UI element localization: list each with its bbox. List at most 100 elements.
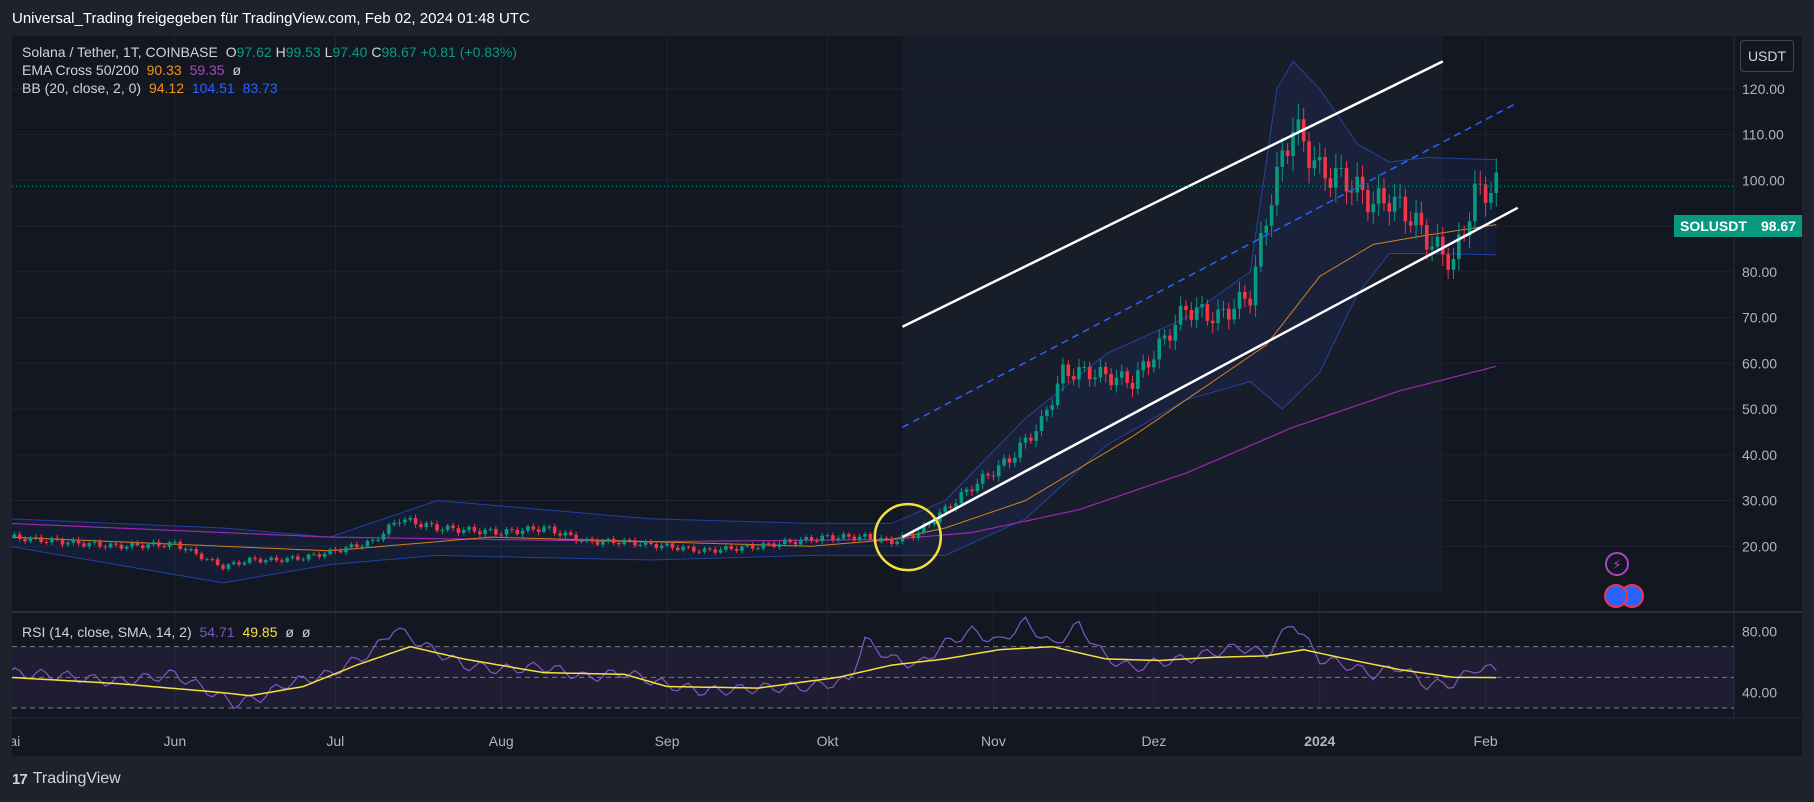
candle-down [253, 557, 257, 560]
low-value: 97.40 [332, 44, 368, 60]
candle-up [1178, 305, 1183, 325]
candle-up [461, 529, 466, 533]
candle-up [1473, 183, 1477, 222]
time-axis-label: Jul [326, 733, 344, 749]
candle-down [494, 529, 498, 535]
candle-up [1194, 307, 1199, 320]
candle-up [1414, 212, 1418, 226]
candle-up [1259, 232, 1263, 267]
candle-down [1189, 309, 1194, 320]
candle-down [354, 544, 359, 548]
candle-up [1392, 196, 1397, 212]
candle-down [39, 536, 43, 543]
rsi-sma-line [12, 645, 1497, 697]
candle-down [1446, 254, 1450, 270]
highlight-circle [873, 502, 943, 572]
candle-up [285, 558, 289, 562]
candle-down [1205, 304, 1210, 321]
candle-down [1328, 178, 1333, 188]
bb-label: BB (20, close, 2, 0) [22, 80, 142, 96]
time-axis-label: Dez [1141, 733, 1166, 749]
candle-down [435, 524, 439, 531]
candle-up [943, 506, 948, 513]
candle-up [1355, 176, 1359, 193]
candle-down [654, 543, 659, 549]
candle-up [520, 530, 525, 535]
candle-up [782, 539, 787, 545]
candle-down [103, 546, 108, 548]
tradingview-logo-icon: 17 [12, 770, 28, 788]
candle-up [440, 530, 445, 532]
candle-up [526, 526, 530, 531]
candle-down [199, 553, 204, 560]
time-axis-label: Mai [12, 733, 20, 749]
candle-down [568, 532, 573, 535]
rsi-sma-value: 49.85 [242, 624, 278, 640]
tradingview-branding[interactable]: 17 TradingView [12, 770, 121, 788]
rsi-legend[interactable]: RSI (14, close, SMA, 14, 2) 54.71 49.85 … [22, 624, 314, 640]
candle-up [312, 554, 316, 556]
candle-up [1430, 246, 1434, 250]
time-axis-label: Sep [655, 733, 680, 749]
time-axis-label: Aug [489, 733, 514, 749]
candle-down [76, 539, 81, 544]
candle-up [365, 540, 370, 547]
candle-up [954, 503, 958, 508]
candle-up [1221, 308, 1226, 310]
candle-down [1403, 196, 1408, 222]
lightning-event-icon [1605, 552, 1629, 576]
candle-up [638, 544, 643, 546]
candle-up [681, 546, 685, 551]
candle-down [852, 536, 857, 541]
candle-up [1013, 457, 1017, 463]
chart-svg[interactable]: 20.0030.0040.0050.0060.0070.0080.0090.00… [0, 36, 1802, 756]
time-axis-label: Nov [981, 733, 1006, 749]
candle-up [1039, 416, 1044, 431]
candle-up [483, 529, 487, 535]
candle-up [1317, 156, 1322, 161]
bb-mid-value: 94.12 [148, 80, 184, 96]
candle-up [1018, 442, 1022, 458]
candle-down [552, 526, 557, 534]
candle-up [1312, 160, 1317, 169]
candle-up [12, 534, 17, 538]
candle-down [713, 549, 717, 553]
time-axis-label: Jun [164, 733, 187, 749]
candle-up [606, 538, 610, 542]
channel-upper-line [901, 60, 1444, 328]
candle-up [189, 549, 193, 551]
candle-up [542, 526, 546, 532]
candle-up [87, 542, 92, 547]
candle-down [1307, 141, 1311, 169]
candle-up [1002, 458, 1006, 466]
candle-down [1029, 437, 1033, 441]
candle-down [970, 489, 974, 492]
candle-up [975, 483, 980, 492]
candle-down [413, 517, 418, 525]
symbol-legend[interactable]: Solana / Tether, 1T, COINBASE O97.62 H99… [22, 44, 521, 60]
candle-up [724, 546, 728, 550]
candle-up [173, 542, 177, 544]
rsi-value: 54.71 [199, 624, 235, 640]
candle-up [397, 522, 402, 524]
candle-up [376, 539, 380, 541]
candle-up [820, 535, 824, 541]
candle-down [766, 543, 771, 545]
currency-button[interactable]: USDT [1740, 40, 1794, 72]
candle-up [408, 517, 413, 520]
candle-up [387, 524, 391, 534]
candle-up [1451, 258, 1456, 270]
candle-up [1093, 377, 1097, 380]
candle-up [900, 535, 905, 542]
bb-legend[interactable]: BB (20, close, 2, 0) 94.12 104.51 83.73 [22, 80, 282, 96]
candle-down [1382, 188, 1386, 204]
chart-area[interactable]: 20.0030.0040.0050.0060.0070.0080.0090.00… [0, 36, 1802, 756]
ema-legend[interactable]: EMA Cross 50/200 90.33 59.35 ø [22, 62, 245, 78]
candle-up [643, 541, 648, 545]
bb-lower-value: 83.73 [242, 80, 278, 96]
candle-down [1125, 371, 1129, 383]
candle-up [1339, 167, 1343, 169]
candle-up [124, 546, 129, 549]
candle-down [1184, 305, 1188, 310]
candle-up [381, 533, 386, 540]
